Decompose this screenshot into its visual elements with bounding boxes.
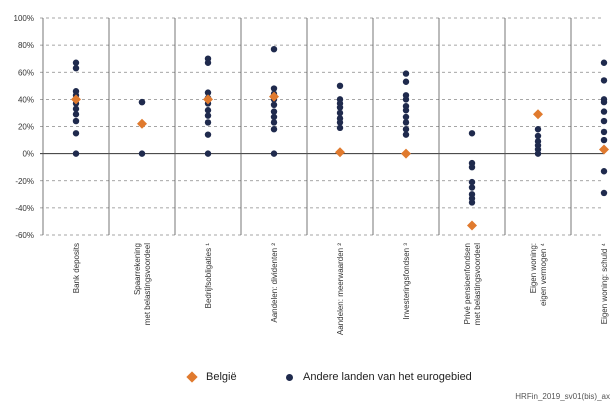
data-point-eurogebied — [138, 98, 146, 106]
y-tick-label: -40% — [15, 204, 34, 213]
data-point-eurogebied — [336, 124, 344, 132]
y-tick-label: 60% — [18, 68, 34, 77]
x-tick-label: Bedrijfsobligaties ¹ — [204, 243, 213, 309]
data-point-eurogebied — [72, 117, 80, 125]
data-point-eurogebied — [468, 199, 476, 206]
data-point-eurogebied — [270, 108, 278, 115]
data-point-eurogebied — [204, 150, 212, 157]
y-tick-label: 20% — [18, 123, 34, 132]
data-point-eurogebied — [336, 82, 344, 90]
y-tick-label: -20% — [15, 177, 34, 186]
data-point-eurogebied — [402, 126, 410, 133]
data-point-belgie — [533, 109, 543, 120]
data-point-eurogebied — [270, 119, 278, 126]
data-point-eurogebied — [468, 130, 476, 137]
data-point-eurogebied — [336, 109, 344, 117]
x-tick-label: Aandelen: meerwaarden ² — [336, 243, 345, 335]
data-point-eurogebied — [534, 126, 542, 133]
y-tick-label: 40% — [18, 95, 34, 104]
data-point-eurogebied — [600, 117, 608, 125]
data-point-belgie — [269, 91, 279, 102]
data-point-eurogebied — [270, 85, 278, 92]
x-tick-label: Bank deposits — [72, 243, 81, 293]
y-tick-label: -60% — [15, 231, 34, 240]
data-point-eurogebied — [468, 163, 476, 171]
data-point-eurogebied — [336, 104, 344, 111]
legend: België Andere landen van het eurogebied — [0, 371, 614, 391]
data-point-eurogebied — [270, 45, 278, 53]
legend-label-eurogebied: Andere landen van het eurogebied — [303, 371, 472, 383]
data-point-eurogebied — [204, 112, 212, 119]
data-point-eurogebied — [72, 105, 80, 113]
data-point-eurogebied — [72, 59, 80, 66]
data-point-belgie — [203, 94, 213, 105]
y-tick-label: 100% — [14, 14, 34, 23]
y-tick-label: 80% — [18, 41, 34, 50]
dot-icon — [286, 373, 293, 381]
data-point-eurogebied — [402, 119, 410, 126]
data-point-eurogebied — [600, 77, 608, 84]
data-point-eurogebied — [468, 178, 476, 186]
data-point-eurogebied — [204, 59, 212, 66]
x-tick-label: Investeringsfondsen ³ — [402, 243, 411, 320]
y-tick-label: 0% — [22, 150, 34, 159]
x-tick-label: Eigen woning:eigen vermogen ⁴ — [529, 242, 548, 306]
data-point-eurogebied — [534, 132, 542, 140]
data-point-eurogebied — [270, 101, 278, 109]
data-point-belgie — [137, 118, 147, 129]
data-point-eurogebied — [204, 119, 212, 126]
data-point-eurogebied — [270, 126, 278, 133]
x-tick-label: Eigen woning: schuld ⁴ — [600, 242, 609, 324]
data-point-eurogebied — [204, 107, 212, 114]
data-point-eurogebied — [138, 150, 146, 157]
data-point-belgie — [467, 220, 477, 231]
data-point-eurogebied — [600, 136, 608, 144]
data-point-eurogebied — [402, 70, 410, 77]
data-point-eurogebied — [72, 150, 80, 157]
data-point-eurogebied — [600, 98, 608, 106]
data-point-eurogebied — [402, 113, 410, 121]
data-point-eurogebied — [72, 64, 80, 72]
data-point-belgie — [335, 147, 345, 158]
data-point-eurogebied — [534, 150, 542, 157]
data-point-eurogebied — [204, 131, 212, 138]
data-point-eurogebied — [600, 59, 608, 66]
legend-item-eurogebied: Andere landen van het eurogebied — [286, 371, 472, 383]
legend-item-belgie: België — [186, 371, 237, 383]
data-point-eurogebied — [72, 130, 80, 137]
data-point-eurogebied — [204, 89, 212, 96]
x-tick-label: Privé pensioenfondsenmet belastingsvoord… — [463, 243, 482, 325]
data-point-eurogebied — [270, 113, 278, 121]
data-point-eurogebied — [600, 108, 608, 115]
data-point-eurogebied — [402, 107, 410, 114]
data-point-eurogebied — [600, 189, 608, 197]
legend-label-belgie: België — [206, 371, 237, 383]
data-point-eurogebied — [336, 119, 344, 126]
data-point-eurogebied — [402, 78, 410, 85]
x-tick-label: Aandelen: dividenten ² — [270, 243, 279, 323]
data-point-eurogebied — [402, 131, 410, 138]
data-point-belgie — [71, 94, 81, 105]
data-point-eurogebied — [600, 168, 608, 175]
data-point-eurogebied — [468, 184, 476, 191]
source-note: HRFin_2019_sv01(bis)_ax — [515, 392, 610, 401]
data-point-eurogebied — [402, 96, 410, 103]
data-point-belgie — [401, 148, 411, 159]
data-point-belgie — [599, 144, 609, 155]
data-point-eurogebied — [72, 111, 80, 118]
data-point-eurogebied — [270, 150, 278, 157]
diamond-icon — [186, 371, 198, 383]
data-point-eurogebied — [600, 128, 608, 136]
x-tick-label: Spaarrekeningmet belastingsvoordeel — [133, 243, 152, 325]
